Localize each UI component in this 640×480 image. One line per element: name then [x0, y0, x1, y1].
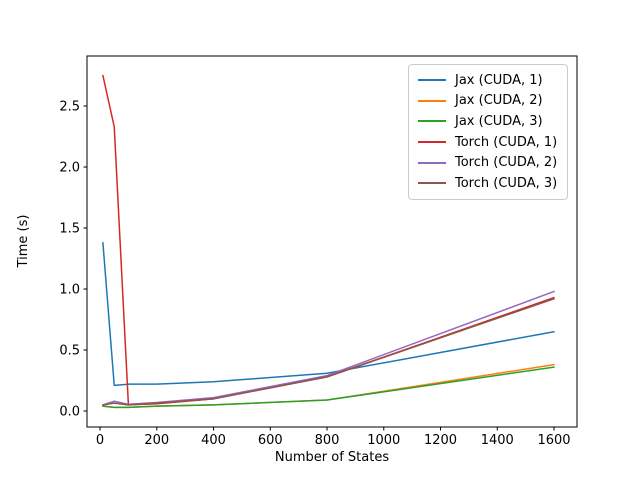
svg-text:1.5: 1.5: [59, 222, 80, 237]
legend-line-swatch: [418, 182, 446, 185]
svg-text:0.5: 0.5: [59, 344, 80, 359]
svg-text:200: 200: [144, 433, 169, 448]
legend-label: Torch (CUDA, 3): [455, 175, 558, 191]
legend-item: Jax (CUDA, 1): [418, 70, 559, 91]
svg-text:600: 600: [258, 433, 283, 448]
legend-line-swatch: [418, 120, 446, 123]
svg-text:2.0: 2.0: [59, 161, 80, 176]
legend-line-swatch: [418, 161, 446, 164]
legend-item: Torch (CUDA, 3): [418, 173, 559, 194]
svg-text:0: 0: [96, 433, 104, 448]
svg-text:1600: 1600: [537, 433, 570, 448]
y-axis-label: Time (s): [16, 215, 31, 269]
legend-line-swatch: [418, 141, 446, 144]
svg-text:400: 400: [201, 433, 226, 448]
legend-label: Jax (CUDA, 2): [455, 93, 543, 109]
x-axis-label: Number of States: [275, 450, 389, 465]
legend-item: Torch (CUDA, 2): [418, 152, 559, 173]
legend: Jax (CUDA, 1) Jax (CUDA, 2) Jax (CUDA, 3…: [408, 64, 568, 200]
svg-text:1400: 1400: [481, 433, 514, 448]
svg-text:2.5: 2.5: [59, 100, 80, 115]
legend-label: Torch (CUDA, 2): [455, 155, 558, 171]
legend-label: Torch (CUDA, 1): [455, 134, 558, 150]
legend-item: Torch (CUDA, 1): [418, 132, 559, 153]
legend-line-swatch: [418, 79, 446, 82]
legend-item: Jax (CUDA, 2): [418, 91, 559, 112]
svg-text:0.0: 0.0: [59, 405, 80, 420]
svg-text:1000: 1000: [367, 433, 400, 448]
svg-text:1.0: 1.0: [59, 283, 80, 298]
legend-line-swatch: [418, 99, 446, 102]
chart-axes: 0 200 400 600 800 1000 1200 1400 1600 0.0 0.5 1.0 1.…: [59, 55, 578, 448]
chart-lines: [102, 74, 555, 409]
svg-text:1200: 1200: [424, 433, 457, 448]
legend-label: Jax (CUDA, 3): [455, 113, 543, 129]
legend-label: Jax (CUDA, 1): [455, 72, 543, 88]
svg-text:800: 800: [315, 433, 340, 448]
legend-item: Jax (CUDA, 3): [418, 111, 559, 132]
